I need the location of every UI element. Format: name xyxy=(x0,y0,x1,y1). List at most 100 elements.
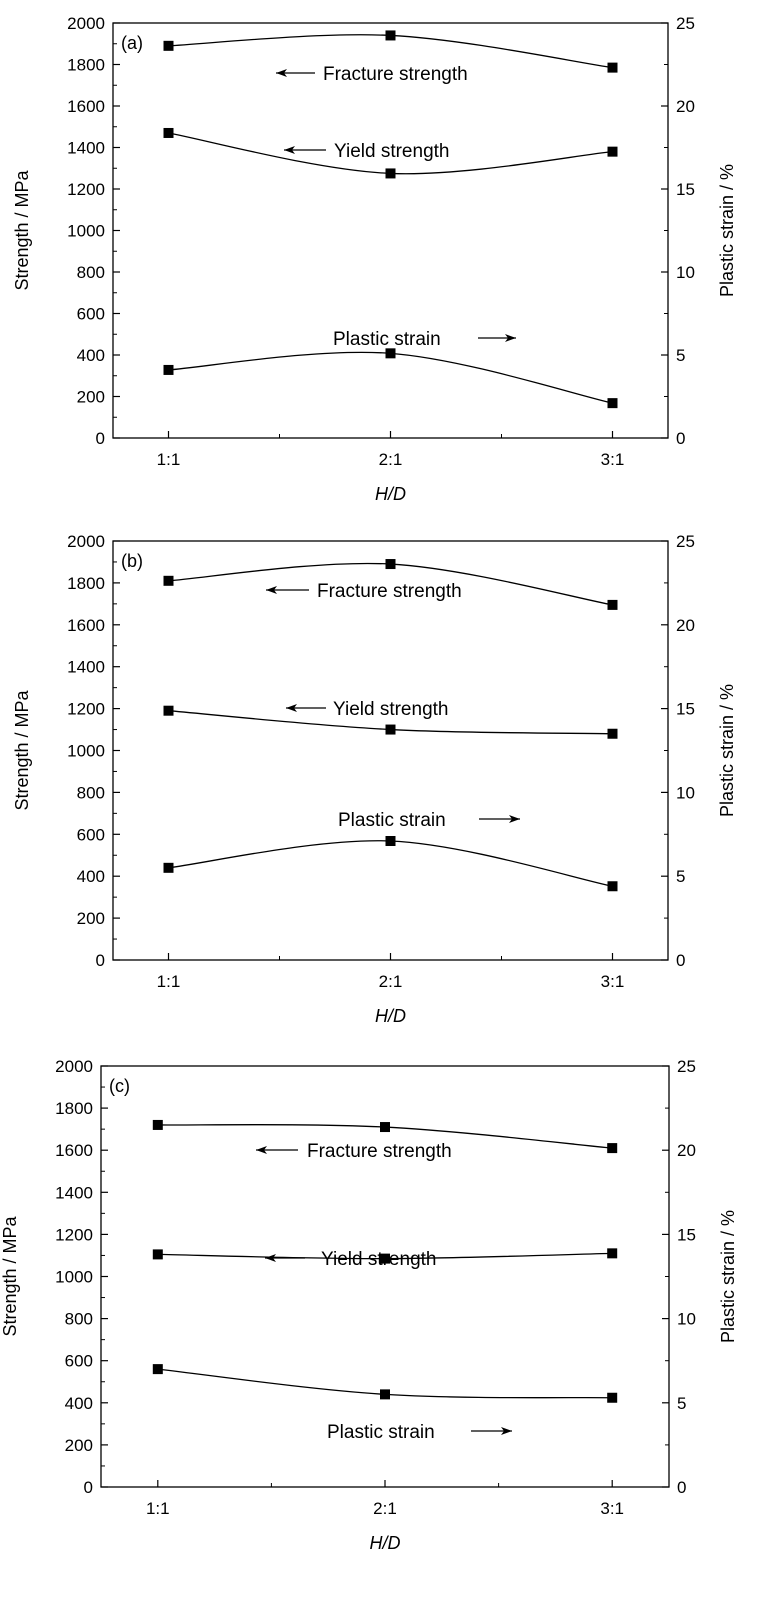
series-annotation: Fracture strength xyxy=(323,64,468,85)
y2-axis-title: Plastic strain / % xyxy=(718,1210,738,1343)
y-tick-label: 200 xyxy=(77,909,105,928)
data-point-marker xyxy=(607,599,618,610)
y-tick-label: 200 xyxy=(65,1436,93,1455)
x-tick-label: 3:1 xyxy=(600,1499,624,1518)
y2-tick-label: 5 xyxy=(676,867,685,886)
data-point-marker xyxy=(380,1122,390,1133)
annotation-arrow-head xyxy=(266,586,277,594)
chart-panel: 0 200 400 600 800 1000 1200 1400 1600 1800 2000 0 5 1… xyxy=(12,532,737,1026)
data-point-marker xyxy=(385,836,396,847)
x-tick-label: 1:1 xyxy=(146,1499,170,1518)
data-point-marker xyxy=(607,728,618,739)
annotation-arrow-head xyxy=(256,1146,267,1154)
y-tick-label: 1200 xyxy=(55,1225,93,1244)
series-annotation: Fracture strength xyxy=(307,1141,452,1162)
y-axis-title: Strength / MPa xyxy=(12,169,32,290)
series-annotation: Plastic strain xyxy=(327,1422,435,1443)
data-point-marker xyxy=(385,348,396,359)
y-tick-label: 2000 xyxy=(67,532,105,551)
y-tick-label: 1000 xyxy=(67,742,105,761)
y2-tick-label: 10 xyxy=(677,1310,696,1329)
y-tick-label: 400 xyxy=(77,346,105,365)
y-tick-label: 400 xyxy=(77,867,105,886)
data-point-marker xyxy=(152,1249,163,1260)
y2-tick-label: 5 xyxy=(676,346,685,365)
x-axis-title: H/D xyxy=(375,484,406,504)
y2-tick-label: 10 xyxy=(676,263,695,282)
series-annotation: Plastic strain xyxy=(338,810,446,831)
data-point-marker xyxy=(163,705,174,716)
y-tick-label: 1600 xyxy=(67,97,105,116)
y-tick-label: 1800 xyxy=(67,574,105,593)
y-tick-label: 600 xyxy=(77,305,105,324)
y-axis-title: Strength / MPa xyxy=(0,1215,20,1336)
x-tick-label: 2:1 xyxy=(379,972,403,991)
chart-panel: 0 200 400 600 800 1000 1200 1400 1600 1800 2000 0 5 1… xyxy=(12,14,737,504)
y-axis-title: Strength / MPa xyxy=(12,689,32,810)
y2-tick-label: 10 xyxy=(676,783,695,802)
y2-tick-label: 0 xyxy=(677,1478,686,1497)
y-tick-label: 1400 xyxy=(67,139,105,158)
annotation-arrow-head xyxy=(276,69,287,77)
y2-axis-title: Plastic strain / % xyxy=(717,684,737,817)
y-tick-label: 1400 xyxy=(67,658,105,677)
x-tick-label: 3:1 xyxy=(601,972,625,991)
y2-tick-label: 25 xyxy=(676,14,695,33)
x-tick-label: 2:1 xyxy=(379,450,403,469)
data-point-marker xyxy=(607,881,618,892)
y-tick-label: 1800 xyxy=(67,56,105,75)
y2-tick-label: 25 xyxy=(677,1057,696,1076)
plot-frame xyxy=(112,22,669,439)
series-annotation: Fracture strength xyxy=(317,581,462,602)
data-point-marker xyxy=(163,364,174,375)
y-tick-label: 800 xyxy=(77,783,105,802)
data-point-marker xyxy=(607,1248,618,1259)
data-point-marker xyxy=(607,146,618,157)
y2-axis-title: Plastic strain / % xyxy=(717,164,737,297)
data-point-marker xyxy=(152,1364,163,1375)
y-tick-label: 1200 xyxy=(67,700,105,719)
data-point-marker xyxy=(163,862,174,873)
series-annotation: Yield strength xyxy=(321,1249,436,1270)
y-tick-label: 400 xyxy=(65,1394,93,1413)
y2-tick-label: 25 xyxy=(676,532,695,551)
y-tick-label: 800 xyxy=(65,1310,93,1329)
data-point-marker xyxy=(163,127,174,138)
series-annotation: Yield strength xyxy=(334,141,449,162)
annotation-arrow-head xyxy=(509,815,520,823)
y-tick-label: 0 xyxy=(96,429,105,448)
plot-frame xyxy=(112,540,669,961)
data-point-marker xyxy=(385,30,396,41)
y2-tick-label: 0 xyxy=(676,429,685,448)
data-point-marker xyxy=(163,40,174,51)
data-point-marker xyxy=(607,1392,618,1403)
x-axis-title: H/D xyxy=(370,1533,401,1553)
y-tick-label: 600 xyxy=(77,825,105,844)
x-tick-label: 1:1 xyxy=(157,972,181,991)
y-tick-label: 0 xyxy=(84,1478,93,1497)
y-tick-label: 0 xyxy=(96,951,105,970)
y2-tick-label: 15 xyxy=(676,700,695,719)
data-point-marker xyxy=(385,724,396,735)
y-tick-label: 1000 xyxy=(55,1268,93,1287)
y2-tick-label: 20 xyxy=(676,97,695,116)
y2-tick-label: 15 xyxy=(677,1225,696,1244)
y-tick-label: 1800 xyxy=(55,1099,93,1118)
data-point-marker xyxy=(380,1389,390,1400)
panel-label: (a) xyxy=(121,33,143,53)
data-point-marker xyxy=(163,575,174,586)
y2-tick-label: 20 xyxy=(676,616,695,635)
y2-tick-label: 20 xyxy=(677,1141,696,1160)
x-axis-title: H/D xyxy=(375,1006,406,1026)
chart-panel: 0 200 400 600 800 1000 1200 1400 1600 1800 2000 0 5 1… xyxy=(0,1057,738,1553)
x-tick-label: 2:1 xyxy=(373,1499,397,1518)
y-tick-label: 1200 xyxy=(67,180,105,199)
data-point-marker xyxy=(607,398,618,409)
annotation-arrow-head xyxy=(286,704,297,712)
y-tick-label: 1600 xyxy=(67,616,105,635)
annotation-arrow-head xyxy=(265,1254,276,1262)
y2-tick-label: 0 xyxy=(676,951,685,970)
data-point-marker xyxy=(380,1253,390,1264)
data-point-marker xyxy=(607,1143,618,1154)
